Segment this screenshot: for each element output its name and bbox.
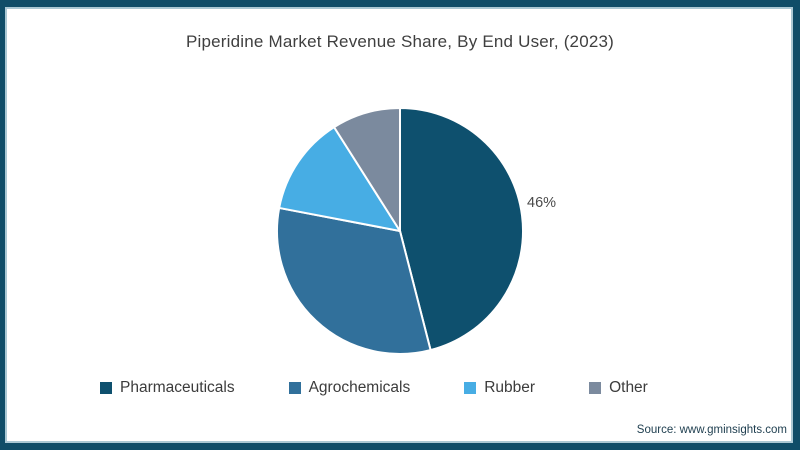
pie-slice-other <box>333 107 401 232</box>
legend-item-pharmaceuticals: Pharmaceuticals <box>100 379 235 397</box>
legend-label-pharmaceuticals: Pharmaceuticals <box>120 379 235 396</box>
legend-item-rubber: Rubber <box>464 379 535 397</box>
legend-item-agrochemicals: Agrochemicals <box>288 379 411 397</box>
chart-title: Piperidine Market Revenue Share, By End … <box>185 32 615 51</box>
legend-swatch-rubber <box>464 382 477 394</box>
pie-slice-rubber <box>278 126 401 232</box>
legend-swatch-agrochemicals <box>288 382 301 394</box>
legend-swatch-other <box>589 382 602 394</box>
pie-slice-agrochemicals <box>276 206 432 355</box>
legend-label-agrochemicals: Agrochemicals <box>308 379 411 396</box>
legend-item-other: Other <box>589 379 648 397</box>
pie-data-label-pharmaceuticals: 46% <box>527 195 557 211</box>
source-attribution: Source: www.gminsights.com <box>636 424 787 436</box>
pie-slice-pharmaceuticals <box>399 107 525 352</box>
legend-swatch-pharmaceuticals <box>100 382 112 394</box>
legend-label-other: Other <box>609 379 648 396</box>
chart-legend: Pharmaceuticals Agrochemicals Rubber Oth… <box>100 379 648 397</box>
legend-label-rubber: Rubber <box>484 379 536 396</box>
